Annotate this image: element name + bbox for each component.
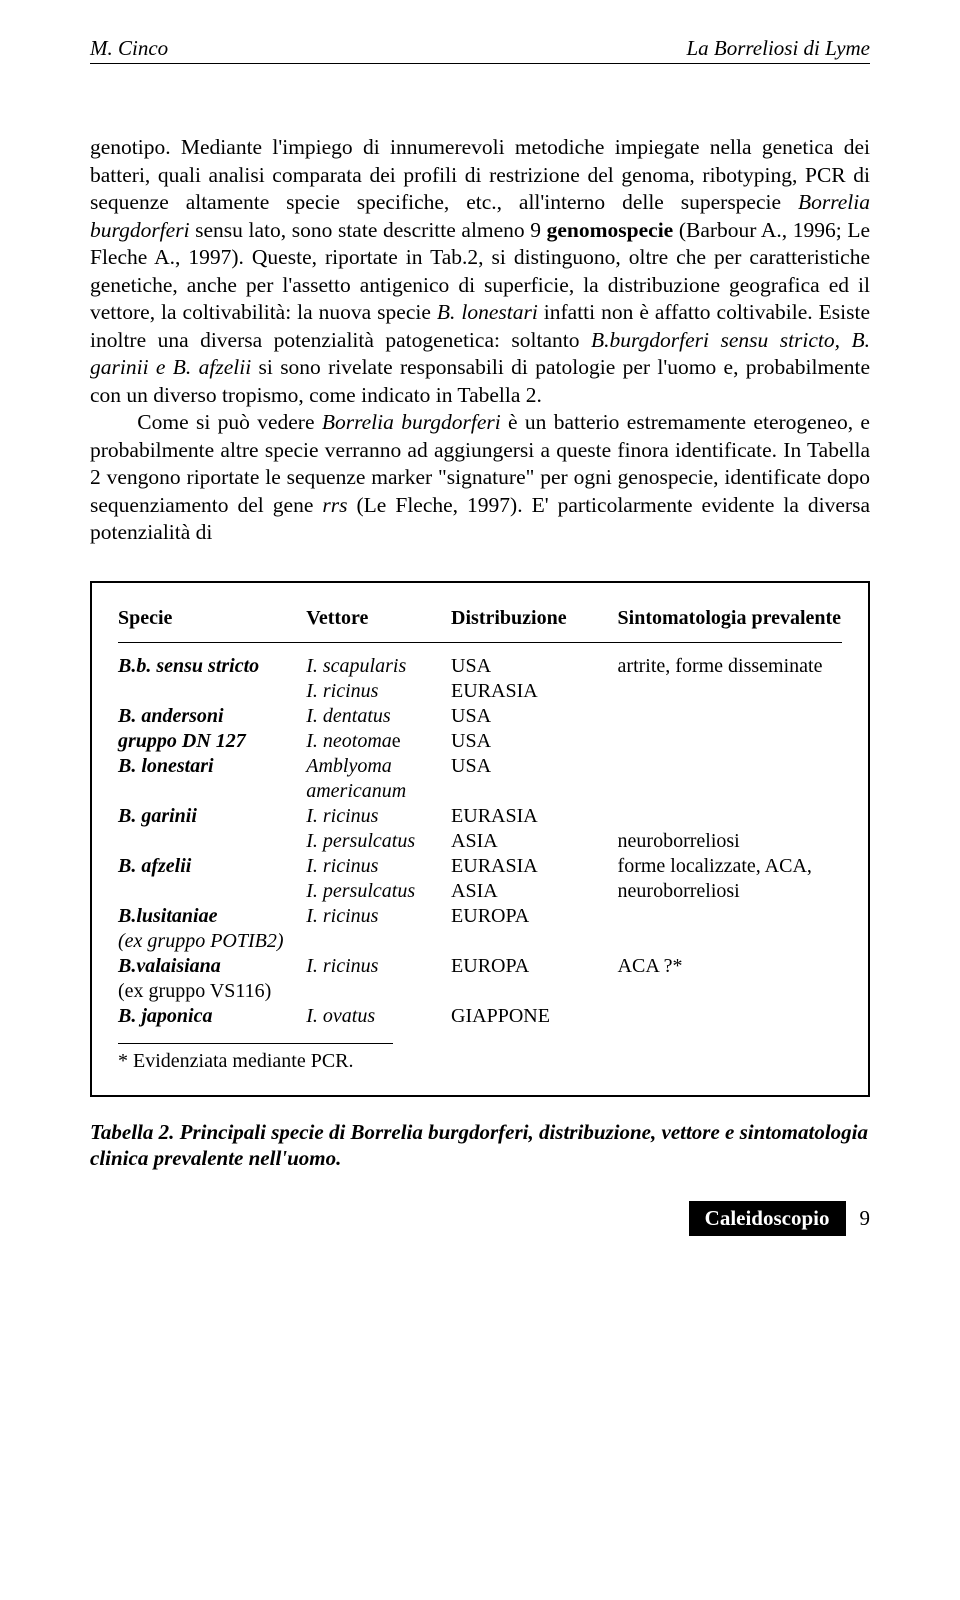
col-specie: Specie [118, 607, 306, 643]
table-row: (ex gruppo VS116) [118, 979, 842, 1004]
table-cell: USA [451, 642, 618, 679]
table-cell: I. ricinus [306, 904, 451, 929]
table-cell [451, 979, 618, 1004]
table-cell [451, 929, 618, 954]
table-cell [118, 679, 306, 704]
table-cell: I. ricinus [306, 804, 451, 829]
table-cell [118, 879, 306, 904]
table-row: B. afzeliiI. ricinusEURASIAforme localiz… [118, 854, 842, 879]
table-cell: B.lusitaniae [118, 904, 306, 929]
table-cell [118, 829, 306, 854]
table-cell: gruppo DN 127 [118, 729, 306, 754]
table-cell [618, 729, 842, 754]
table-row: B. japonicaI. ovatusGIAPPONE [118, 1004, 842, 1029]
table-body: B.b. sensu strictoI. scapularisUSAartrit… [118, 642, 842, 1029]
table-cell: B. andersoni [118, 704, 306, 729]
table-cell [618, 979, 842, 1004]
table-cell [451, 779, 618, 804]
table-cell: EURASIA [451, 854, 618, 879]
table-cell [618, 704, 842, 729]
table-cell: B. japonica [118, 1004, 306, 1029]
col-distrib: Distribuzione [451, 607, 618, 643]
table-cell: I. persulcatus [306, 879, 451, 904]
table-cell: GIAPPONE [451, 1004, 618, 1029]
table-cell: ASIA [451, 879, 618, 904]
table-cell: B. lonestari [118, 754, 306, 779]
table-row: (ex gruppo POTIB2) [118, 929, 842, 954]
table-cell: I. scapularis [306, 642, 451, 679]
table-cell: EUROPA [451, 954, 618, 979]
table-cell [618, 679, 842, 704]
body-text: genotipo. Mediante l'impiego di innumere… [90, 134, 870, 547]
table-cell: I. ovatus [306, 1004, 451, 1029]
table-cell: ASIA [451, 829, 618, 854]
table-caption: Tabella 2. Principali specie di Borrelia… [90, 1119, 870, 1172]
table-cell: (ex gruppo VS116) [118, 979, 306, 1004]
table-cell: Amblyoma [306, 754, 451, 779]
footer-label: Caleidoscopio [689, 1201, 846, 1236]
table-cell: forme localizzate, ACA, [618, 854, 842, 879]
table-row: B.lusitaniaeI. ricinusEUROPA [118, 904, 842, 929]
species-table: Specie Vettore Distribuzione Sintomatolo… [118, 607, 842, 1029]
table-row: I. ricinusEURASIA [118, 679, 842, 704]
table-cell [618, 779, 842, 804]
table-cell: B. afzelii [118, 854, 306, 879]
table-cell [618, 754, 842, 779]
table-row: B.valaisianaI. ricinusEUROPAACA ?* [118, 954, 842, 979]
table-cell [618, 804, 842, 829]
table-cell [306, 929, 451, 954]
table-cell [306, 979, 451, 1004]
running-head-right: La Borreliosi di Lyme [686, 36, 870, 61]
table-cell [618, 904, 842, 929]
table-cell: I. neotomae [306, 729, 451, 754]
table-cell: I. ricinus [306, 679, 451, 704]
running-head-left: M. Cinco [90, 36, 168, 61]
table-2: Specie Vettore Distribuzione Sintomatolo… [90, 581, 870, 1097]
paragraph-2: Come si può vedere Borrelia burgdorferi … [90, 409, 870, 547]
table-row: americanum [118, 779, 842, 804]
table-row: I. persulcatusASIAneuroborreliosi [118, 829, 842, 854]
col-vettore: Vettore [306, 607, 451, 643]
table-cell: USA [451, 754, 618, 779]
footnote-rule [118, 1043, 393, 1044]
running-head: M. Cinco La Borreliosi di Lyme [90, 36, 870, 64]
table-cell [618, 929, 842, 954]
table-cell: I. dentatus [306, 704, 451, 729]
table-row: B. andersoniI. dentatusUSA [118, 704, 842, 729]
table-cell: USA [451, 704, 618, 729]
table-cell: neuroborreliosi [618, 829, 842, 854]
table-cell: (ex gruppo POTIB2) [118, 929, 306, 954]
table-cell: artrite, forme disseminate [618, 642, 842, 679]
table-row: I. persulcatusASIAneuroborreliosi [118, 879, 842, 904]
table-cell: americanum [306, 779, 451, 804]
table-footnote: * Evidenziata mediante PCR. [118, 1050, 842, 1073]
table-cell: I. persulcatus [306, 829, 451, 854]
table-cell: ACA ?* [618, 954, 842, 979]
table-cell: EURASIA [451, 804, 618, 829]
table-cell: neuroborreliosi [618, 879, 842, 904]
table-cell: B. garinii [118, 804, 306, 829]
page-footer: Caleidoscopio 9 [90, 1201, 870, 1236]
table-cell: EURASIA [451, 679, 618, 704]
table-cell: I. ricinus [306, 854, 451, 879]
paragraph-1: genotipo. Mediante l'impiego di innumere… [90, 134, 870, 409]
table-cell: I. ricinus [306, 954, 451, 979]
table-row: B. gariniiI. ricinusEURASIA [118, 804, 842, 829]
table-cell [118, 779, 306, 804]
table-cell: B.valaisiana [118, 954, 306, 979]
table-row: B. lonestariAmblyomaUSA [118, 754, 842, 779]
col-sintomo: Sintomatologia prevalente [618, 607, 842, 643]
table-row: gruppo DN 127I. neotomaeUSA [118, 729, 842, 754]
table-row: B.b. sensu strictoI. scapularisUSAartrit… [118, 642, 842, 679]
page-number: 9 [860, 1206, 871, 1231]
table-cell: B.b. sensu stricto [118, 642, 306, 679]
table-cell: EUROPA [451, 904, 618, 929]
table-cell [618, 1004, 842, 1029]
table-cell: USA [451, 729, 618, 754]
